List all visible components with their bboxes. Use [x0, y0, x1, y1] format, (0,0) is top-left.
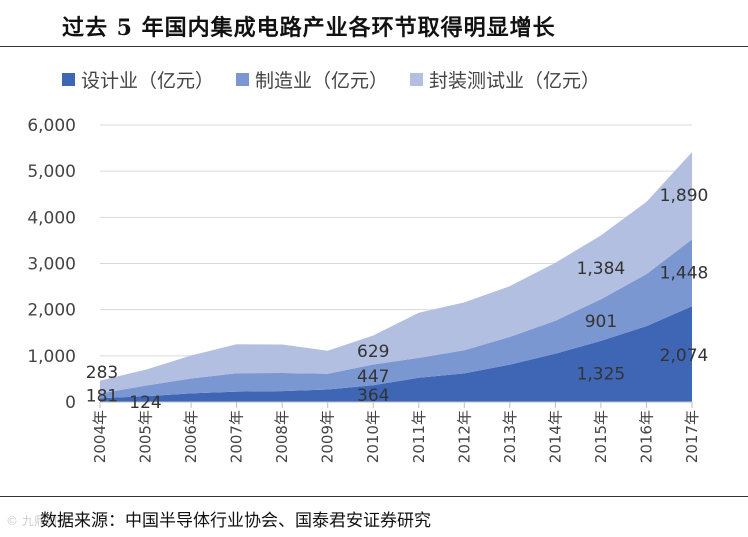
data-label-6: 1,384 [577, 259, 626, 279]
data-label-8: 1,325 [577, 364, 626, 384]
x-tick-label-3: 2007年 [228, 410, 246, 463]
top-rule [0, 46, 748, 47]
data-label-5: 364 [357, 386, 389, 406]
y-tick-label-0: 0 [65, 393, 76, 413]
x-tick-label-1: 2005年 [137, 410, 155, 463]
x-tick-label-12: 2016年 [637, 410, 655, 463]
legend-label-design: 设计业（亿元） [81, 70, 215, 92]
y-tick-label-5000: 5,000 [27, 162, 76, 182]
area-design [100, 306, 692, 402]
x-tick-label-5: 2009年 [319, 410, 337, 463]
bottom-rule [0, 496, 748, 497]
x-tick-label-8: 2012年 [455, 410, 473, 463]
data-label-11: 2,074 [660, 346, 709, 366]
data-label-3: 629 [357, 342, 389, 362]
x-tick-label-6: 2010年 [364, 410, 382, 463]
x-tick-label-4: 2008年 [273, 410, 291, 463]
area-manufacturing [100, 239, 692, 399]
x-tick-label-9: 2013年 [501, 410, 519, 463]
source-note: 数据来源：中国半导体行业协会、国泰君安证券研究 [40, 511, 431, 531]
legend-swatch-packaging [410, 73, 424, 86]
data-label-1: 181 [86, 387, 118, 407]
data-label-0: 283 [86, 363, 118, 383]
watermark: © 九鼎财经 [6, 514, 70, 528]
legend-swatch-design [62, 73, 75, 86]
x-tick-label-2: 2006年 [182, 410, 200, 463]
x-tick-label-11: 2015年 [592, 410, 610, 463]
y-tick-label-4000: 4,000 [27, 208, 76, 228]
legend-item-manufacturing: 制造业（亿元） [236, 66, 388, 93]
y-tick-label-6000: 6,000 [27, 116, 76, 136]
y-tick-label-3000: 3,000 [27, 255, 76, 275]
area-packaging [100, 152, 692, 394]
y-tick-label-1000: 1,000 [27, 347, 76, 367]
legend-item-packaging: 封装测试业（亿元） [410, 66, 600, 93]
x-tick-label-0: 2004年 [91, 410, 109, 463]
x-tick-label-13: 2017年 [683, 410, 701, 463]
x-tick-label-7: 2011年 [410, 410, 428, 463]
legend-label-manufacturing: 制造业（亿元） [255, 70, 389, 92]
chart-title: 过去 5 年国内集成电路产业各环节取得明显增长 [62, 15, 556, 41]
legend-label-packaging: 封装测试业（亿元） [429, 70, 601, 92]
y-tick-label-2000: 2,000 [27, 301, 76, 321]
data-label-10: 1,448 [660, 264, 709, 284]
legend: 设计业（亿元） 制造业（亿元） 封装测试业（亿元） [62, 66, 600, 93]
legend-swatch-manufacturing [236, 73, 250, 86]
x-tick-label-10: 2014年 [546, 410, 564, 463]
data-label-2: 124 [129, 393, 161, 413]
data-label-7: 901 [585, 312, 617, 332]
data-label-9: 1,890 [660, 186, 709, 206]
legend-item-design: 设计业（亿元） [62, 66, 214, 93]
data-label-4: 447 [357, 367, 389, 387]
